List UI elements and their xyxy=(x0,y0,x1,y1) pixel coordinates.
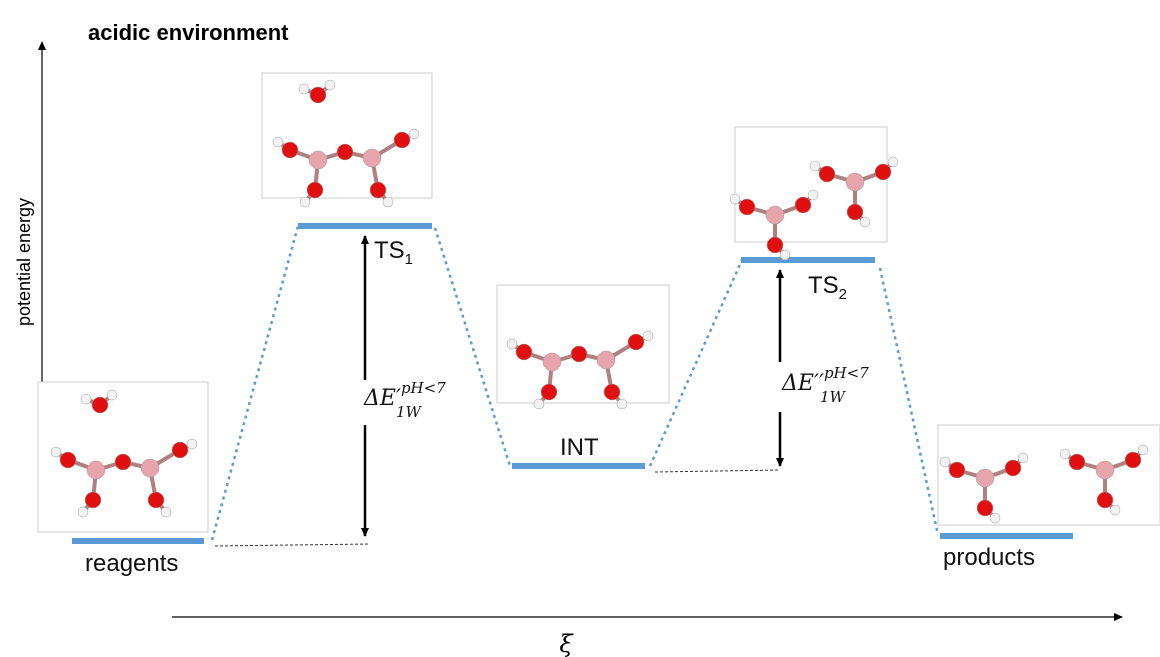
atom xyxy=(604,384,620,400)
atom xyxy=(1018,453,1028,463)
level-label: TS1 xyxy=(374,237,413,268)
y-axis-label: potential energy xyxy=(14,198,34,326)
atom xyxy=(739,199,755,215)
atom xyxy=(1110,505,1120,515)
atom xyxy=(940,457,950,467)
atom xyxy=(172,442,188,458)
atom xyxy=(1138,445,1148,455)
barrier-superscript: pH<7 xyxy=(401,379,446,397)
atom xyxy=(888,157,898,167)
atom xyxy=(1096,461,1114,479)
atom xyxy=(1060,449,1070,459)
atom xyxy=(571,346,587,362)
energy-diagram: acidic environment potential energy ξ re… xyxy=(0,0,1160,657)
atom xyxy=(81,394,91,404)
atom xyxy=(875,164,891,180)
atom xyxy=(300,197,310,207)
atom xyxy=(78,507,88,517)
label-subscript: 1 xyxy=(405,251,413,268)
reference-line xyxy=(215,544,370,546)
atom xyxy=(780,250,790,260)
atom xyxy=(808,190,818,200)
atom xyxy=(628,334,644,350)
atom xyxy=(617,399,627,409)
level-label: TS2 xyxy=(808,272,847,303)
atom xyxy=(507,339,517,349)
atom xyxy=(282,142,298,158)
atom xyxy=(819,166,835,182)
x-axis-label: ξ xyxy=(559,630,574,657)
reference-lines xyxy=(215,470,780,546)
atom xyxy=(543,353,561,371)
atom xyxy=(187,439,197,449)
atom xyxy=(60,452,76,468)
level-label: reagents xyxy=(85,550,178,577)
atom xyxy=(949,462,965,478)
atom xyxy=(1125,452,1141,468)
label-subscript: 2 xyxy=(839,286,847,303)
atom xyxy=(310,87,326,103)
connector xyxy=(880,268,938,535)
atom xyxy=(1069,454,1085,470)
atom xyxy=(860,217,870,227)
atom xyxy=(363,149,381,167)
atom xyxy=(643,331,653,341)
barrier-subscript: 1W xyxy=(396,403,423,421)
atom xyxy=(115,454,131,470)
atom xyxy=(767,237,783,253)
atom xyxy=(810,161,820,171)
atom xyxy=(309,151,327,169)
barrier-subscript: 1W xyxy=(820,388,847,406)
atom xyxy=(325,80,335,90)
atom xyxy=(299,84,309,94)
atom xyxy=(597,351,615,369)
atom xyxy=(541,384,557,400)
atom xyxy=(92,397,108,413)
atom xyxy=(87,461,105,479)
atom xyxy=(51,447,61,457)
barrier-symbol: ΔE′′ xyxy=(781,371,824,396)
atom xyxy=(107,390,117,400)
atom xyxy=(1097,492,1113,508)
atom xyxy=(976,469,994,487)
atom xyxy=(977,500,993,516)
atom xyxy=(1005,460,1021,476)
atom xyxy=(307,182,323,198)
reference-line xyxy=(655,470,780,472)
atom xyxy=(337,144,353,160)
label-text: TS xyxy=(374,237,405,264)
level-label: products xyxy=(943,544,1035,571)
atom xyxy=(148,492,164,508)
atom xyxy=(85,492,101,508)
atom xyxy=(534,399,544,409)
atom xyxy=(846,173,864,191)
atom xyxy=(273,137,283,147)
atom xyxy=(795,197,811,213)
title: acidic environment xyxy=(88,20,289,45)
connector xyxy=(212,226,298,540)
atom xyxy=(383,197,393,207)
atom xyxy=(409,129,419,139)
label-text: TS xyxy=(808,272,839,299)
atom xyxy=(990,513,1000,523)
atom xyxy=(394,132,410,148)
atom xyxy=(141,459,159,477)
level-label: INT xyxy=(560,434,599,461)
atom xyxy=(730,194,740,204)
atom xyxy=(516,344,532,360)
atom xyxy=(766,206,784,224)
atom xyxy=(847,204,863,220)
barrier-superscript: pH<7 xyxy=(824,364,869,382)
atom xyxy=(370,182,386,198)
atom xyxy=(161,507,171,517)
